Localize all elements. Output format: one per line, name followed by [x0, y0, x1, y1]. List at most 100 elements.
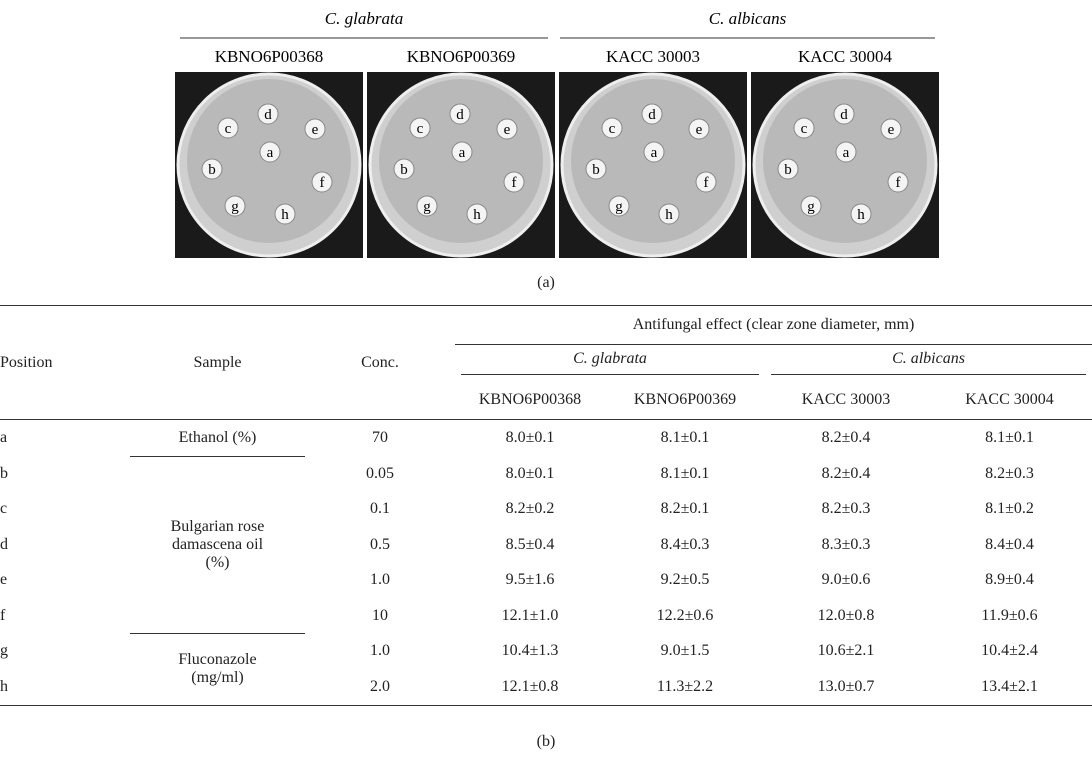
conc-cell: 0.5 — [305, 527, 455, 563]
value-cell: 8.5±0.4 — [455, 527, 605, 563]
disc-label: c — [801, 121, 808, 137]
strain-label: KBNO6P00369 — [407, 47, 516, 66]
header-species: C. glabrata — [455, 345, 765, 381]
value-cell: 12.1±0.8 — [455, 669, 605, 705]
value-cell: 8.1±0.2 — [927, 492, 1092, 528]
value-cell: 8.0±0.1 — [455, 420, 605, 457]
header-strain: KACC 30004 — [927, 380, 1092, 420]
position-cell: f — [0, 598, 130, 634]
disc-label: d — [264, 107, 272, 123]
header-strain: KACC 30003 — [765, 380, 927, 420]
conc-cell: 10 — [305, 598, 455, 634]
sample-cell: Ethanol (%) — [130, 420, 305, 457]
disc-label: h — [281, 207, 289, 223]
sample-cell: Fluconazole (mg/ml) — [130, 634, 305, 706]
disc-label: d — [456, 107, 464, 123]
header-position: Position — [0, 306, 130, 420]
disc-label: d — [648, 107, 656, 123]
value-cell: 8.1±0.1 — [605, 420, 765, 457]
disc-label: b — [592, 162, 600, 178]
header-sample: Sample — [130, 306, 305, 420]
value-cell: 10.4±2.4 — [927, 634, 1092, 670]
value-cell: 8.2±0.3 — [927, 456, 1092, 492]
header-conc: Conc. — [305, 306, 455, 420]
strain-label: KBNO6P00368 — [215, 47, 324, 66]
position-cell: d — [0, 527, 130, 563]
position-cell: b — [0, 456, 130, 492]
strain-label: KACC 30004 — [798, 47, 892, 66]
disc-label: f — [896, 175, 901, 191]
value-cell: 8.1±0.1 — [605, 456, 765, 492]
value-cell: 8.9±0.4 — [927, 563, 1092, 599]
conc-cell: 0.05 — [305, 456, 455, 492]
position-cell: g — [0, 634, 130, 670]
conc-cell: 2.0 — [305, 669, 455, 705]
conc-cell: 0.1 — [305, 492, 455, 528]
value-cell: 12.1±1.0 — [455, 598, 605, 634]
disc-label: f — [704, 175, 709, 191]
value-cell: 8.2±0.1 — [605, 492, 765, 528]
conc-cell: 1.0 — [305, 634, 455, 670]
value-cell: 11.9±0.6 — [927, 598, 1092, 634]
disc-label: a — [843, 145, 850, 161]
value-cell: 8.2±0.3 — [765, 492, 927, 528]
value-cell: 8.1±0.1 — [927, 420, 1092, 457]
disc-label: e — [312, 122, 319, 138]
disc-label: a — [267, 145, 274, 161]
disc-label: f — [512, 175, 517, 191]
disc-label: g — [231, 199, 239, 215]
position-cell: a — [0, 420, 130, 457]
table-row: gFluconazole (mg/ml)1.010.4±1.39.0±1.510… — [0, 634, 1092, 670]
value-cell: 8.2±0.4 — [765, 420, 927, 457]
disc-label: e — [696, 122, 703, 138]
value-cell: 9.2±0.5 — [605, 563, 765, 599]
disc-label: d — [840, 107, 848, 123]
position-cell: c — [0, 492, 130, 528]
disc-label: g — [615, 199, 623, 215]
disc-label: g — [423, 199, 431, 215]
species-label: C. glabrata — [325, 9, 403, 28]
disc-label: a — [651, 145, 658, 161]
value-cell: 10.4±1.3 — [455, 634, 605, 670]
value-cell: 8.0±0.1 — [455, 456, 605, 492]
disc-label: c — [609, 121, 616, 137]
value-cell: 8.2±0.4 — [765, 456, 927, 492]
disc-label: h — [857, 207, 865, 223]
value-cell: 12.0±0.8 — [765, 598, 927, 634]
value-cell: 9.0±0.6 — [765, 563, 927, 599]
value-cell: 13.0±0.7 — [765, 669, 927, 705]
disc-label: e — [504, 122, 511, 138]
header-strain: KBNO6P00368 — [455, 380, 605, 420]
header-species: C. albicans — [765, 345, 1092, 381]
results-table: Position Sample Conc. Antifungal effect … — [0, 305, 1092, 706]
species-label: C. glabrata — [461, 350, 759, 375]
value-cell: 8.3±0.3 — [765, 527, 927, 563]
value-cell: 8.4±0.4 — [927, 527, 1092, 563]
disc-label: g — [807, 199, 815, 215]
position-cell: h — [0, 669, 130, 705]
disc-label: a — [459, 145, 466, 161]
disc-label: f — [320, 175, 325, 191]
disc-label: b — [400, 162, 408, 178]
disc-label: e — [888, 122, 895, 138]
page: C. glabrataKBNO6P00368KBNO6P00369C. albi… — [0, 0, 1092, 780]
value-cell: 11.3±2.2 — [605, 669, 765, 705]
value-cell: 13.4±2.1 — [927, 669, 1092, 705]
value-cell: 9.0±1.5 — [605, 634, 765, 670]
value-cell: 12.2±0.6 — [605, 598, 765, 634]
disc-label: h — [473, 207, 481, 223]
disc-label: c — [417, 121, 424, 137]
conc-cell: 1.0 — [305, 563, 455, 599]
disc-label: b — [208, 162, 216, 178]
disc-label: c — [225, 121, 232, 137]
species-label: C. albicans — [771, 350, 1086, 375]
value-cell: 8.2±0.2 — [455, 492, 605, 528]
sample-cell: Bulgarian rose damascena oil (%) — [130, 456, 305, 634]
caption-a: (a) — [0, 274, 1092, 292]
header-effect: Antifungal effect (clear zone diameter, … — [455, 306, 1092, 345]
disc-label: h — [665, 207, 673, 223]
value-cell: 9.5±1.6 — [455, 563, 605, 599]
